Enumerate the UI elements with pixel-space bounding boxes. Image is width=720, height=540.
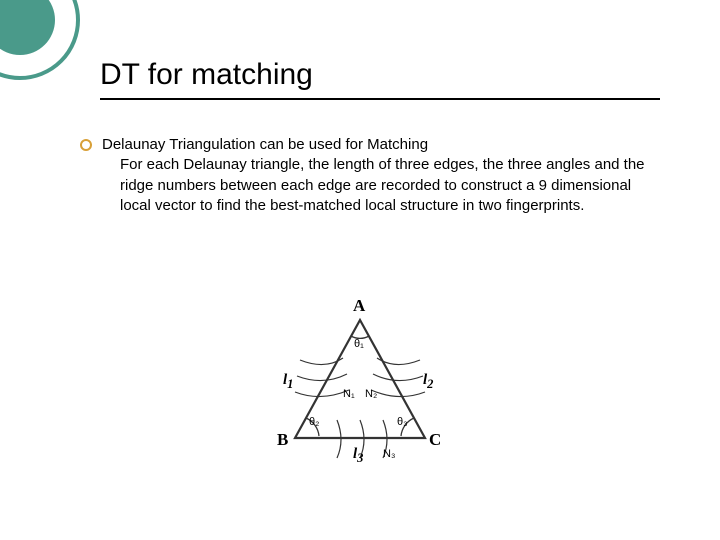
edge-l2-label: l2	[423, 372, 433, 392]
ring-bullet-icon	[80, 139, 92, 151]
triangle-diagram: A B C l1 l2 l3 θ₁ θ₂ θ₃ N₁ N₂ N₃	[265, 298, 455, 473]
bullet-row: Delaunay Triangulation can be used for M…	[80, 135, 660, 216]
vertex-b-label: B	[277, 430, 288, 450]
corner-decoration	[0, 0, 80, 80]
ridge-n3-label: N₃	[383, 448, 395, 460]
angle-theta3-label: θ₃	[397, 416, 408, 428]
vertex-a-label: A	[353, 296, 365, 316]
angle-theta2-label: θ₂	[309, 416, 319, 428]
title-area: DT for matching	[100, 58, 660, 100]
edge-l1-sub: 1	[287, 377, 293, 391]
title-underline	[100, 98, 660, 100]
body-text: Delaunay Triangulation can be used for M…	[102, 135, 660, 216]
vertex-c-label: C	[429, 430, 441, 450]
ridge-n2-label: N₂	[365, 388, 377, 400]
body-rest: For each Delaunay triangle, the length o…	[102, 155, 660, 216]
ridge-l1-2	[297, 374, 347, 381]
angle-theta1-label: θ₁	[354, 338, 364, 350]
body-area: Delaunay Triangulation can be used for M…	[80, 135, 660, 216]
ridge-n1-label: N₁	[343, 388, 355, 400]
body-line-1: Delaunay Triangulation can be used for M…	[102, 136, 428, 153]
edge-l1-label: l1	[283, 372, 293, 392]
edge-l3-label: l3	[353, 446, 363, 466]
ridge-l2-2	[373, 374, 423, 381]
edge-l3-sub: 3	[357, 451, 363, 465]
edge-l2-sub: 2	[427, 377, 433, 391]
slide-title: DT for matching	[100, 58, 313, 96]
